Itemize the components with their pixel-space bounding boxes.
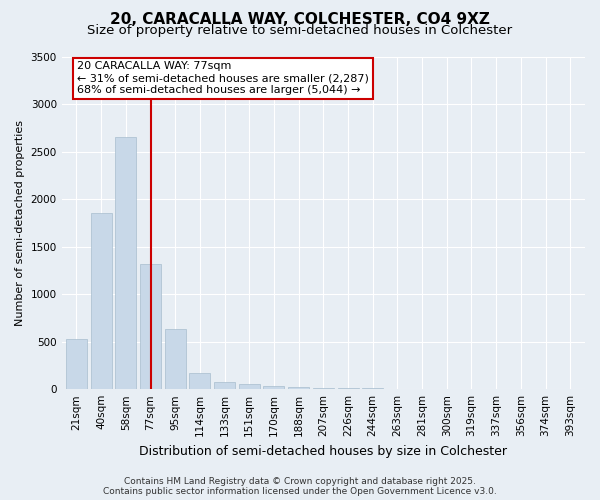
Bar xyxy=(214,382,235,389)
Bar xyxy=(387,388,408,389)
Text: Contains HM Land Registry data © Crown copyright and database right 2025.
Contai: Contains HM Land Registry data © Crown c… xyxy=(103,476,497,496)
Bar xyxy=(115,138,136,389)
Bar xyxy=(165,330,186,389)
Text: Size of property relative to semi-detached houses in Colchester: Size of property relative to semi-detach… xyxy=(88,24,512,37)
Bar xyxy=(66,339,87,389)
Bar xyxy=(362,388,383,389)
Text: 20, CARACALLA WAY, COLCHESTER, CO4 9XZ: 20, CARACALLA WAY, COLCHESTER, CO4 9XZ xyxy=(110,12,490,28)
Y-axis label: Number of semi-detached properties: Number of semi-detached properties xyxy=(15,120,25,326)
Bar xyxy=(288,388,309,389)
Bar xyxy=(239,384,260,389)
Bar xyxy=(91,214,112,389)
Text: 20 CARACALLA WAY: 77sqm
← 31% of semi-detached houses are smaller (2,287)
68% of: 20 CARACALLA WAY: 77sqm ← 31% of semi-de… xyxy=(77,62,369,94)
Bar xyxy=(338,388,359,389)
Bar xyxy=(263,386,284,389)
X-axis label: Distribution of semi-detached houses by size in Colchester: Distribution of semi-detached houses by … xyxy=(139,444,508,458)
Bar xyxy=(140,264,161,389)
Bar xyxy=(190,372,211,389)
Bar xyxy=(313,388,334,389)
